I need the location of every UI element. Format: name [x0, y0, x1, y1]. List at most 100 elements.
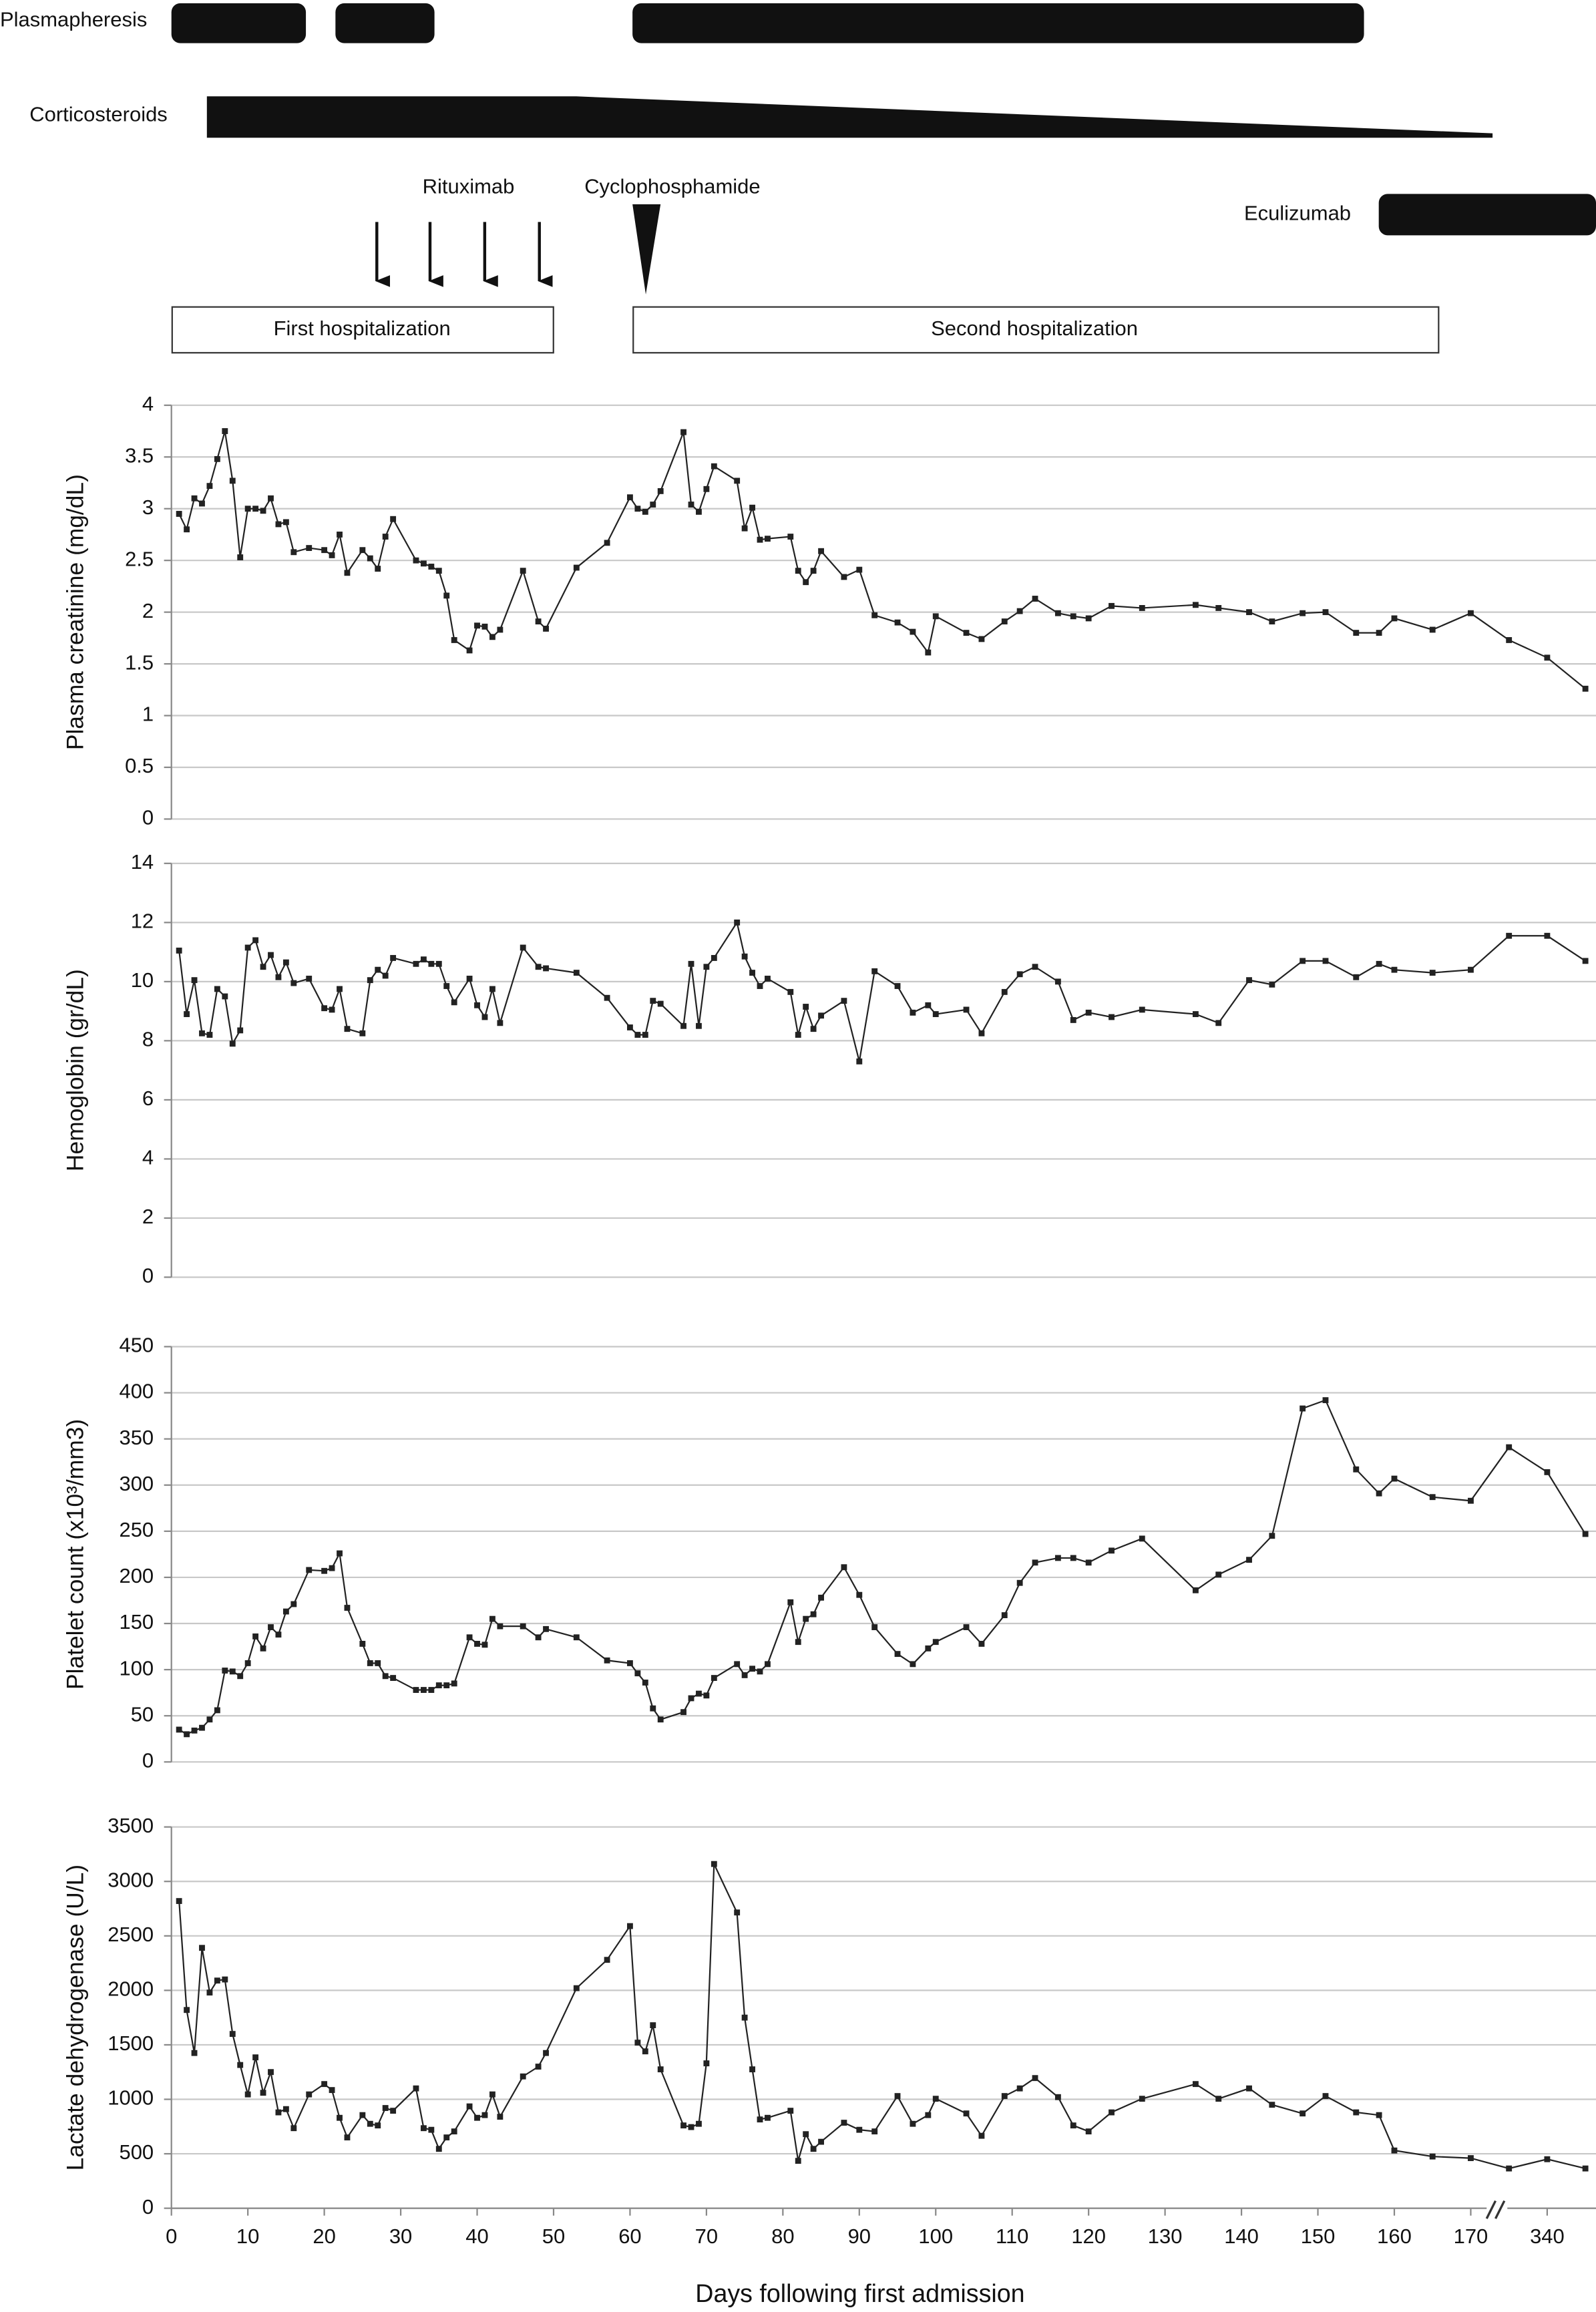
data-point: [489, 634, 495, 640]
y-axis-label: Plasma creatinine (mg/dL): [61, 474, 88, 750]
data-point: [413, 1687, 419, 1693]
data-point: [688, 2124, 694, 2130]
data-point: [275, 974, 282, 980]
data-point: [1322, 2093, 1329, 2100]
y-tick-label: 2000: [108, 1977, 154, 2001]
data-point: [543, 2050, 549, 2056]
data-point: [1109, 1014, 1115, 1020]
data-point: [1506, 932, 1513, 939]
data-point: [795, 1639, 801, 1646]
x-tick-label: 90: [848, 2225, 871, 2248]
data-point: [1139, 605, 1145, 611]
data-point: [260, 1645, 266, 1652]
y-tick-label: 500: [119, 2140, 154, 2164]
data-point: [375, 2122, 381, 2129]
data-point: [184, 2007, 190, 2013]
data-point: [1215, 2096, 1222, 2102]
data-point: [650, 2022, 656, 2029]
data-point: [711, 955, 717, 961]
data-point: [696, 2120, 702, 2127]
data-point: [214, 455, 220, 462]
data-point: [1054, 2094, 1061, 2100]
data-point: [1429, 626, 1436, 633]
data-point: [420, 1687, 427, 1693]
data-point: [787, 988, 794, 995]
data-point: [489, 1615, 495, 1622]
data-point: [337, 2114, 343, 2121]
data-point: [367, 2120, 373, 2127]
data-point: [1139, 1535, 1145, 1542]
data-point: [290, 2125, 297, 2132]
data-point: [604, 1957, 610, 1963]
data-point: [657, 1000, 664, 1007]
data-point: [321, 1005, 328, 1012]
break-mark: [1485, 2200, 1497, 2219]
treatment-bar: [632, 3, 1364, 43]
data-point: [466, 976, 473, 982]
data-point: [1429, 1494, 1436, 1501]
data-point: [520, 568, 526, 574]
data-point: [657, 1716, 664, 1723]
data-point: [749, 1666, 755, 1672]
data-point: [535, 618, 542, 624]
data-point: [910, 1661, 916, 1668]
y-tick-label: 1500: [108, 2032, 154, 2055]
data-point: [910, 628, 916, 635]
y-tick-label: 14: [131, 850, 154, 874]
data-point: [1300, 2110, 1306, 2117]
data-point: [856, 1591, 863, 1598]
hospitalization-box: [632, 306, 1440, 354]
treatment-label: Corticosteroids: [29, 102, 168, 126]
data-point: [535, 964, 542, 970]
data-point: [497, 626, 504, 633]
x-tick-label: 20: [313, 2225, 335, 2248]
data-point: [222, 993, 228, 1000]
x-tick-label: 120: [1071, 2225, 1106, 2248]
data-point: [894, 2093, 901, 2100]
data-point: [657, 2066, 664, 2073]
data-point: [244, 2091, 251, 2098]
data-point: [535, 2064, 542, 2070]
data-point: [382, 2105, 389, 2111]
data-point: [306, 976, 313, 982]
data-point: [627, 1024, 633, 1030]
data-point: [703, 486, 710, 492]
data-point: [803, 579, 809, 586]
data-point: [787, 1599, 794, 1605]
data-point: [1582, 685, 1589, 692]
data-point: [1070, 613, 1076, 620]
data-point: [734, 1661, 741, 1668]
data-point: [497, 1623, 504, 1629]
data-point: [978, 2132, 985, 2139]
x-tick-label: 170: [1454, 2225, 1488, 2248]
data-point: [390, 516, 397, 522]
data-point: [1246, 1557, 1252, 1563]
data-point: [1085, 2128, 1092, 2135]
data-point: [604, 540, 610, 546]
break-mark: [1494, 2200, 1506, 2219]
data-point: [321, 2081, 328, 2088]
data-point: [443, 1682, 450, 1689]
data-point: [963, 1624, 970, 1630]
data-point: [321, 1567, 328, 1574]
data-line: [178, 1399, 1587, 1736]
data-point: [711, 1861, 717, 1867]
data-point: [963, 1006, 970, 1013]
data-point: [497, 2114, 504, 2120]
data-point: [268, 952, 274, 958]
data-point: [382, 1673, 389, 1680]
data-point: [1016, 608, 1023, 614]
data-point: [1001, 2093, 1008, 2100]
data-point: [443, 2134, 450, 2141]
data-point: [932, 1639, 939, 1646]
data-point: [420, 560, 427, 567]
data-point: [749, 970, 755, 976]
y-tick-label: 3.5: [125, 443, 154, 467]
y-tick-label: 1000: [108, 2086, 154, 2110]
data-point: [413, 2085, 419, 2092]
data-point: [841, 2120, 847, 2126]
data-point: [520, 2073, 526, 2080]
data-point: [1353, 1466, 1360, 1473]
data-point: [818, 1594, 825, 1601]
